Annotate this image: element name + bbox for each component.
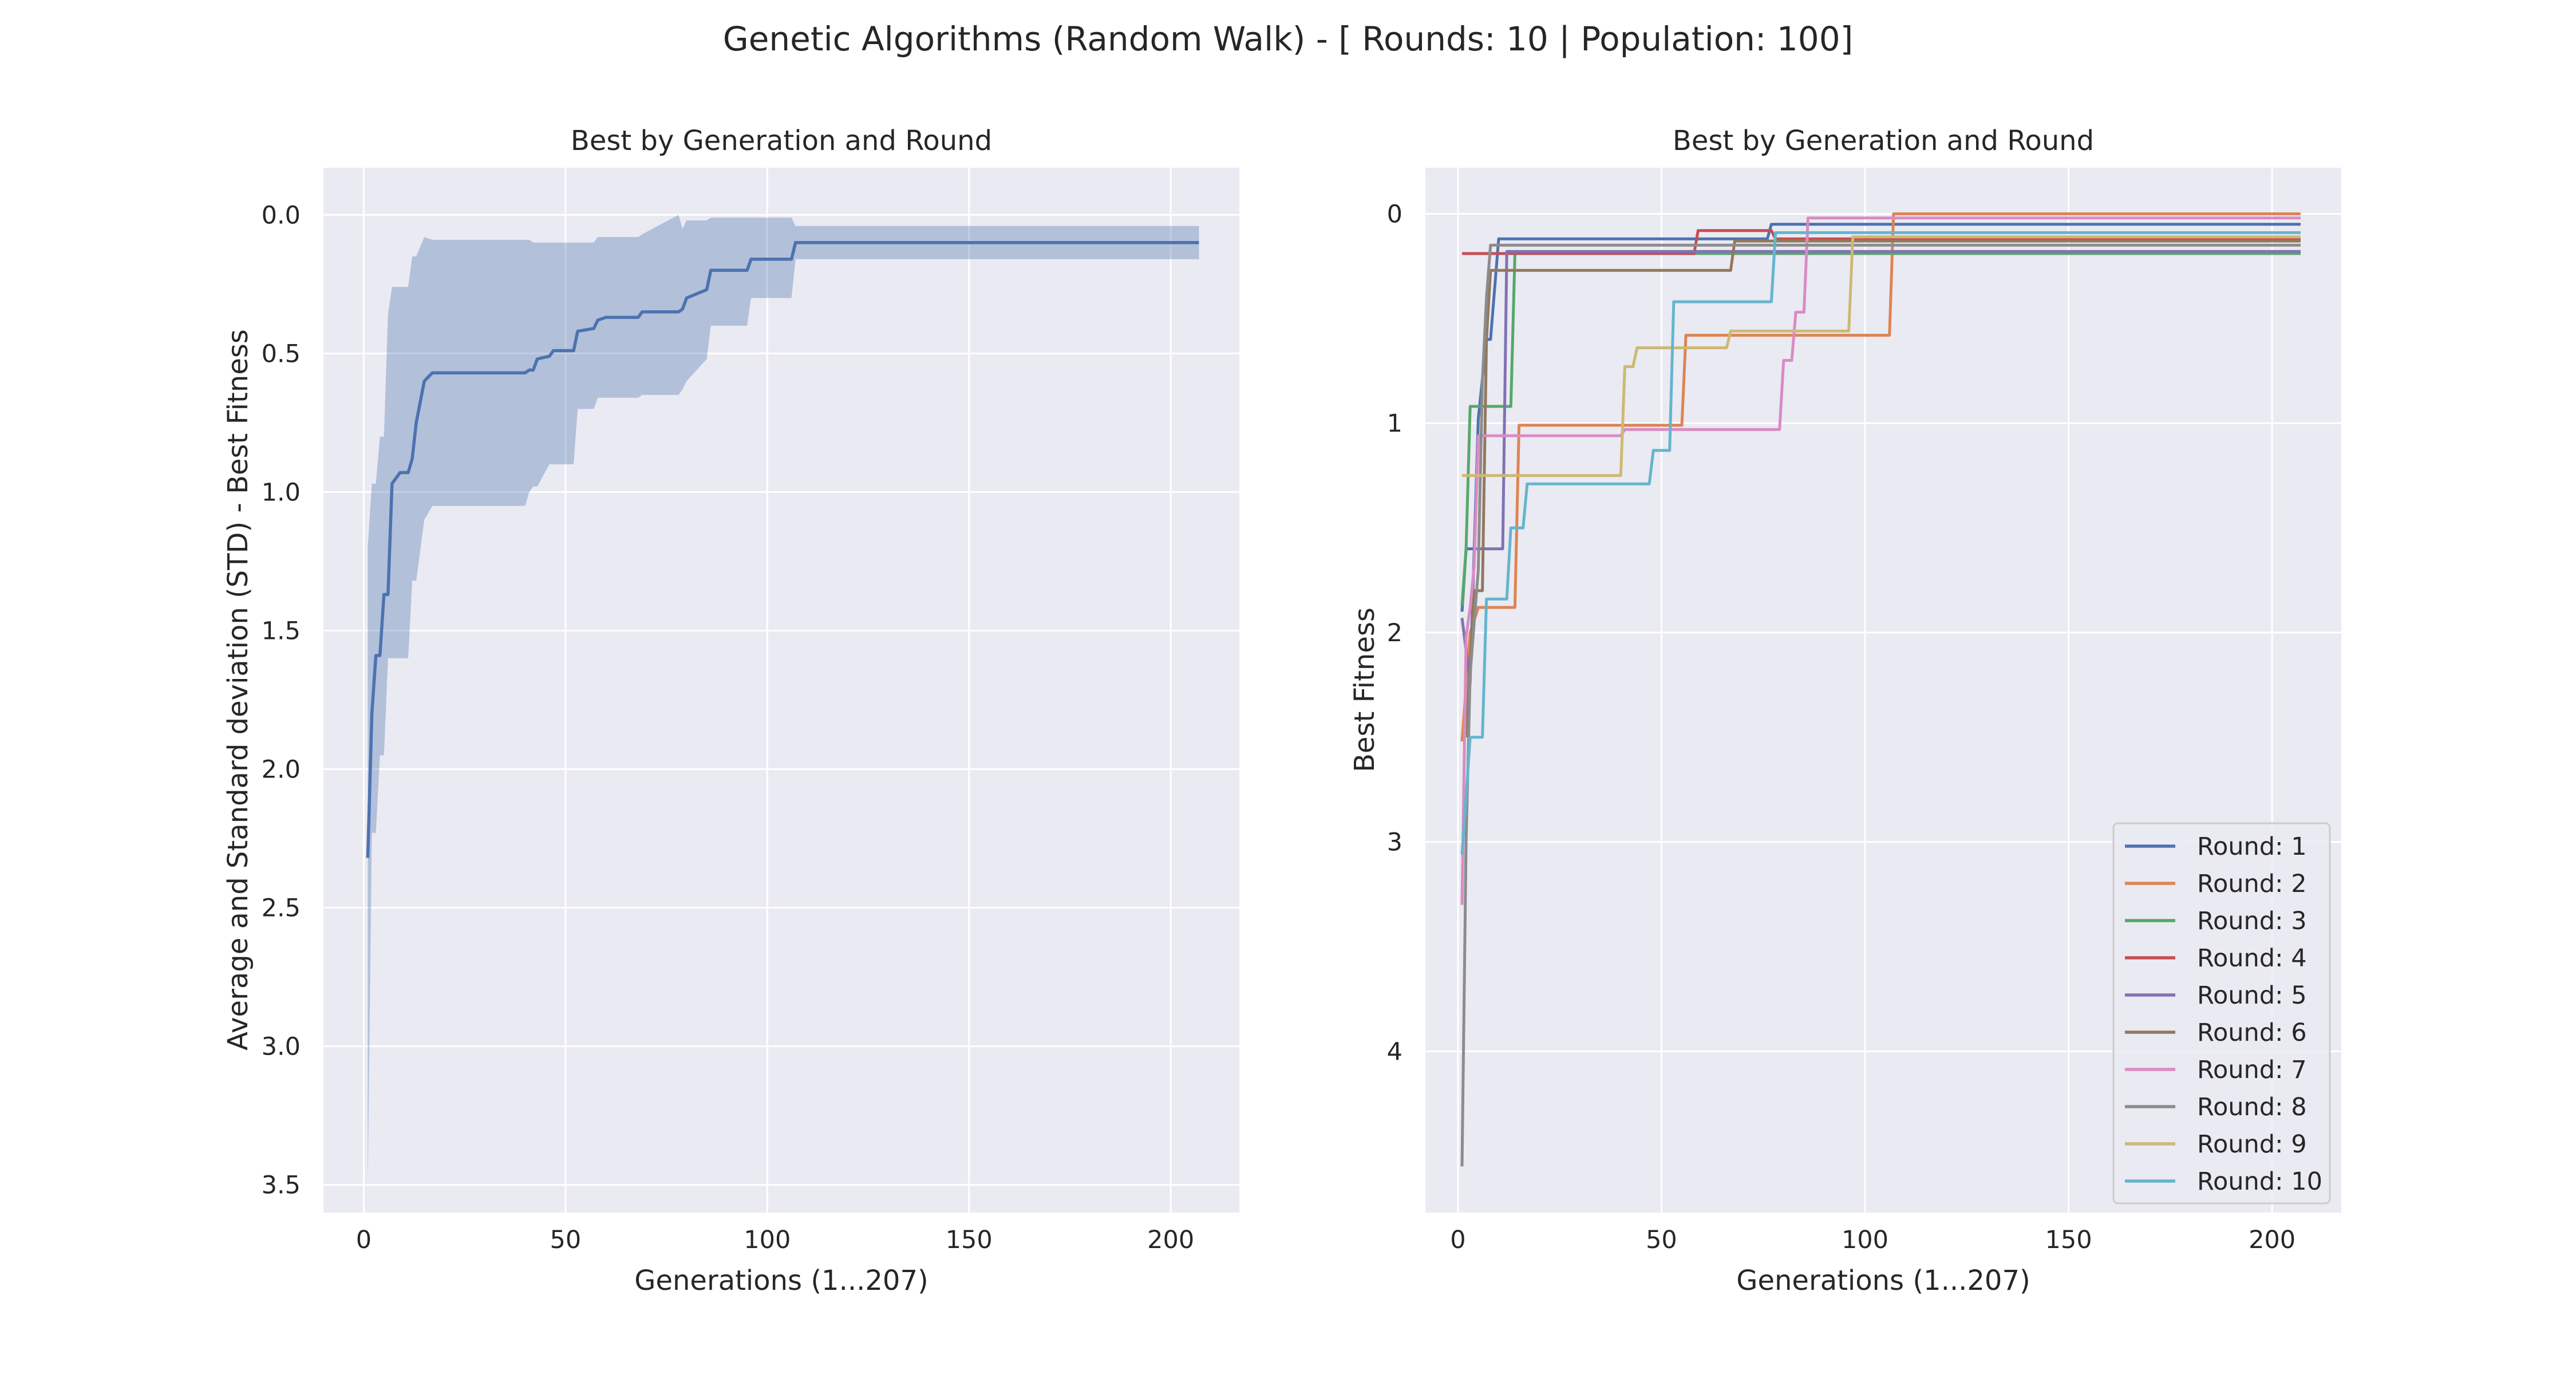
y-tick-label: 3.0	[262, 1033, 301, 1061]
left-y-tick-labels: 0.0 0.5 1.0 1.5 2.0 2.5 3.0 3.5	[262, 201, 301, 1199]
y-tick-label: 0.5	[262, 339, 301, 368]
round-7-line	[1460, 216, 2301, 905]
x-tick-label: 150	[2045, 1226, 2092, 1254]
y-tick-label: 2	[1387, 619, 1402, 647]
x-tick-label: 0	[356, 1226, 372, 1254]
left-panel-title: Best by Generation and Round	[571, 125, 992, 157]
x-tick-label: 100	[744, 1226, 791, 1254]
right-x-tick-labels: 0 50 100 150 200	[1450, 1226, 2296, 1254]
legend-label-round-2: Round: 2	[2197, 870, 2307, 898]
y-tick-label: 0.0	[262, 201, 301, 230]
x-tick-label: 200	[2249, 1226, 2296, 1254]
y-tick-label: 1	[1387, 409, 1402, 438]
legend-label-round-6: Round: 6	[2197, 1018, 2307, 1047]
left-x-axis-label: Generations (1...207)	[634, 1265, 928, 1297]
round-10-line	[1460, 231, 2301, 855]
left-std-band	[368, 215, 1199, 1185]
legend: Round: 1 Round: 2 Round: 3 Round: 4 Round: 5…	[2112, 822, 2331, 1205]
left-panel: 0 50 100 150 200 0.0 0.5 1.0 1.5 2.0 2.5 3.0 3.5 Be…	[222, 125, 1239, 1297]
y-tick-label: 1.5	[262, 617, 301, 645]
right-panel-title: Best by Generation and Round	[1673, 125, 2094, 157]
right-panel: 0 50 100 150 200 0 1 2 3 4 Best by Generation an…	[1349, 125, 2341, 1297]
x-tick-label: 200	[1147, 1226, 1194, 1254]
legend-box	[2112, 822, 2331, 1205]
right-y-tick-labels: 0 1 2 3 4	[1387, 200, 1402, 1066]
legend-label-round-3: Round: 3	[2197, 907, 2307, 935]
legend-label-round-7: Round: 7	[2197, 1056, 2307, 1084]
left-mean-line-group	[366, 240, 1199, 858]
y-tick-label: 3.5	[262, 1171, 301, 1200]
y-tick-label: 2.0	[262, 755, 301, 784]
legend-label-round-5: Round: 5	[2197, 981, 2307, 1010]
std-band-area	[368, 215, 1199, 1185]
x-tick-label: 150	[946, 1226, 993, 1254]
legend-label-round-8: Round: 8	[2197, 1093, 2307, 1122]
right-round-lines	[1460, 212, 2301, 1167]
legend-label-round-4: Round: 4	[2197, 944, 2307, 973]
round-9-line	[1462, 235, 2301, 477]
legend-label-round-9: Round: 9	[2197, 1130, 2307, 1159]
y-tick-label: 3	[1387, 828, 1402, 857]
y-tick-label: 1.0	[262, 478, 301, 507]
left-x-tick-labels: 0 50 100 150 200	[356, 1226, 1194, 1254]
y-tick-label: 0	[1387, 200, 1402, 228]
x-tick-label: 0	[1450, 1226, 1465, 1254]
left-gridlines	[323, 168, 1239, 1213]
mean-best-fitness-line	[366, 240, 1199, 858]
left-plot-area	[323, 168, 1239, 1213]
x-tick-label: 50	[550, 1226, 582, 1254]
y-tick-label: 4	[1387, 1037, 1402, 1066]
y-tick-label: 2.5	[262, 894, 301, 923]
right-x-axis-label: Generations (1...207)	[1736, 1265, 2030, 1297]
legend-label-round-10: Round: 10	[2197, 1167, 2322, 1196]
figure-suptitle: Genetic Algorithms (Random Walk) - [ Rou…	[723, 19, 1854, 58]
x-tick-label: 50	[1646, 1226, 1677, 1254]
legend-label-round-1: Round: 1	[2197, 832, 2307, 861]
right-y-axis-label: Best Fitness	[1349, 607, 1381, 772]
round-4-line	[1462, 229, 2301, 255]
x-tick-label: 100	[1842, 1226, 1888, 1254]
left-y-axis-label: Average and Standard deviation (STD) - B…	[222, 329, 254, 1051]
